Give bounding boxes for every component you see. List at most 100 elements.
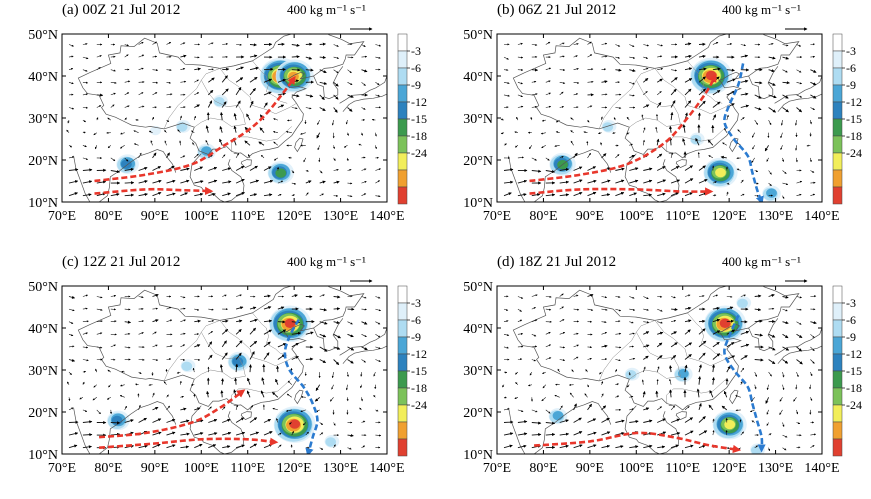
colorbar-label: -18 xyxy=(846,129,862,143)
y-tick-label: 10°N xyxy=(463,196,493,211)
colorbar-swatch xyxy=(833,68,842,85)
colorbar-swatch xyxy=(398,68,407,85)
colorbar-swatch xyxy=(833,303,842,320)
wind-vector xyxy=(532,70,538,71)
y-tick-label: 40°N xyxy=(463,322,493,337)
colorbar-swatch xyxy=(833,102,842,119)
y-tick-label: 40°N xyxy=(28,70,58,85)
x-tick-label: 120°E xyxy=(277,209,312,224)
colorbar-label: -3 xyxy=(846,44,856,58)
wind-vector xyxy=(250,45,256,46)
colorbar-swatch xyxy=(833,286,842,303)
wind-vector xyxy=(699,113,700,120)
colorbar-label: -24 xyxy=(411,398,427,412)
colorbar-label: -12 xyxy=(846,347,862,361)
y-tick-label: 40°N xyxy=(463,70,493,85)
x-tick-label: 100°E xyxy=(184,209,219,224)
x-tick-label: 80°E xyxy=(529,461,557,476)
colorbar-swatch xyxy=(398,422,407,439)
colorbar-swatch xyxy=(833,85,842,102)
colorbar: -3-6-9-12-15-18-24 xyxy=(833,34,862,204)
colorbar-label: -24 xyxy=(846,398,862,412)
y-tick-label: 30°N xyxy=(28,364,58,379)
y-tick-label: 30°N xyxy=(463,112,493,127)
y-tick-label: 50°N xyxy=(463,28,493,43)
wind-vector xyxy=(320,57,326,58)
x-tick-label: 110°E xyxy=(230,209,265,224)
colorbar-swatch xyxy=(398,337,407,354)
colorbar-swatch xyxy=(398,388,407,405)
colorbar-label: -24 xyxy=(846,146,862,160)
colorbar-swatch xyxy=(833,51,842,68)
colorbar-swatch xyxy=(398,439,407,456)
colorbar-swatch xyxy=(833,388,842,405)
wind-vector xyxy=(306,359,313,360)
colorbar-swatch xyxy=(833,153,842,170)
precipitation-blob xyxy=(288,72,299,81)
colorbar-swatch xyxy=(398,320,407,337)
precipitation-blob xyxy=(181,362,192,371)
colorbar-label: -9 xyxy=(411,330,421,344)
precipitation-blob xyxy=(737,299,748,308)
colorbar-swatch xyxy=(833,371,842,388)
colorbar-swatch xyxy=(833,422,842,439)
y-tick-label: 20°N xyxy=(463,406,493,421)
x-tick-label: 110°E xyxy=(665,461,700,476)
colorbar-label: -6 xyxy=(411,61,421,75)
wind-vector xyxy=(306,70,313,71)
colorbar-swatch xyxy=(398,371,407,388)
colorbar-label: -15 xyxy=(846,364,862,378)
wind-vector xyxy=(277,366,278,372)
colorbar-swatch xyxy=(398,119,407,136)
precipitation-blob xyxy=(766,188,777,197)
x-tick-label: 90°E xyxy=(141,209,169,224)
y-tick-label: 40°N xyxy=(28,322,58,337)
colorbar-swatch xyxy=(398,170,407,187)
precipitation-blob xyxy=(678,369,689,378)
colorbar-swatch xyxy=(833,34,842,51)
wind-vector xyxy=(699,321,705,322)
colorbar-swatch xyxy=(398,405,407,422)
y-tick-label: 20°N xyxy=(28,154,58,169)
colorbar-label: -18 xyxy=(411,381,427,395)
colorbar-swatch xyxy=(833,170,842,187)
precipitation-blob xyxy=(232,357,243,366)
x-tick-label: 70°E xyxy=(48,209,76,224)
colorbar-swatch xyxy=(398,303,407,320)
colorbar-swatch xyxy=(398,354,407,371)
colorbar-label: -6 xyxy=(411,313,421,327)
precipitation-blob xyxy=(121,160,132,169)
wind-vector xyxy=(320,44,326,45)
colorbar-swatch xyxy=(833,136,842,153)
wind-vector xyxy=(83,435,92,436)
colorbar-swatch xyxy=(833,439,842,456)
colorbar-swatch xyxy=(833,354,842,371)
wind-vector xyxy=(504,422,513,423)
x-tick-label: 130°E xyxy=(758,209,793,224)
colorbar-label: -18 xyxy=(411,129,427,143)
x-tick-label: 130°E xyxy=(323,461,358,476)
wind-vector xyxy=(334,309,340,310)
colorbar-label: -12 xyxy=(846,95,862,109)
colorbar-label: -12 xyxy=(411,95,427,109)
colorbar-swatch xyxy=(398,51,407,68)
x-tick-label: 140°E xyxy=(369,461,404,476)
x-tick-label: 130°E xyxy=(323,209,358,224)
colorbar-swatch xyxy=(398,34,407,51)
x-tick-label: 100°E xyxy=(619,209,654,224)
x-tick-label: 140°E xyxy=(804,209,839,224)
colorbar-swatch xyxy=(398,153,407,170)
precipitation-blob xyxy=(602,122,613,131)
colorbar-swatch xyxy=(833,405,842,422)
colorbar-swatch xyxy=(833,187,842,204)
colorbar-label: -9 xyxy=(411,78,421,92)
x-tick-label: 70°E xyxy=(483,461,511,476)
y-tick-label: 30°N xyxy=(28,112,58,127)
colorbar-swatch xyxy=(833,320,842,337)
y-tick-label: 20°N xyxy=(463,154,493,169)
